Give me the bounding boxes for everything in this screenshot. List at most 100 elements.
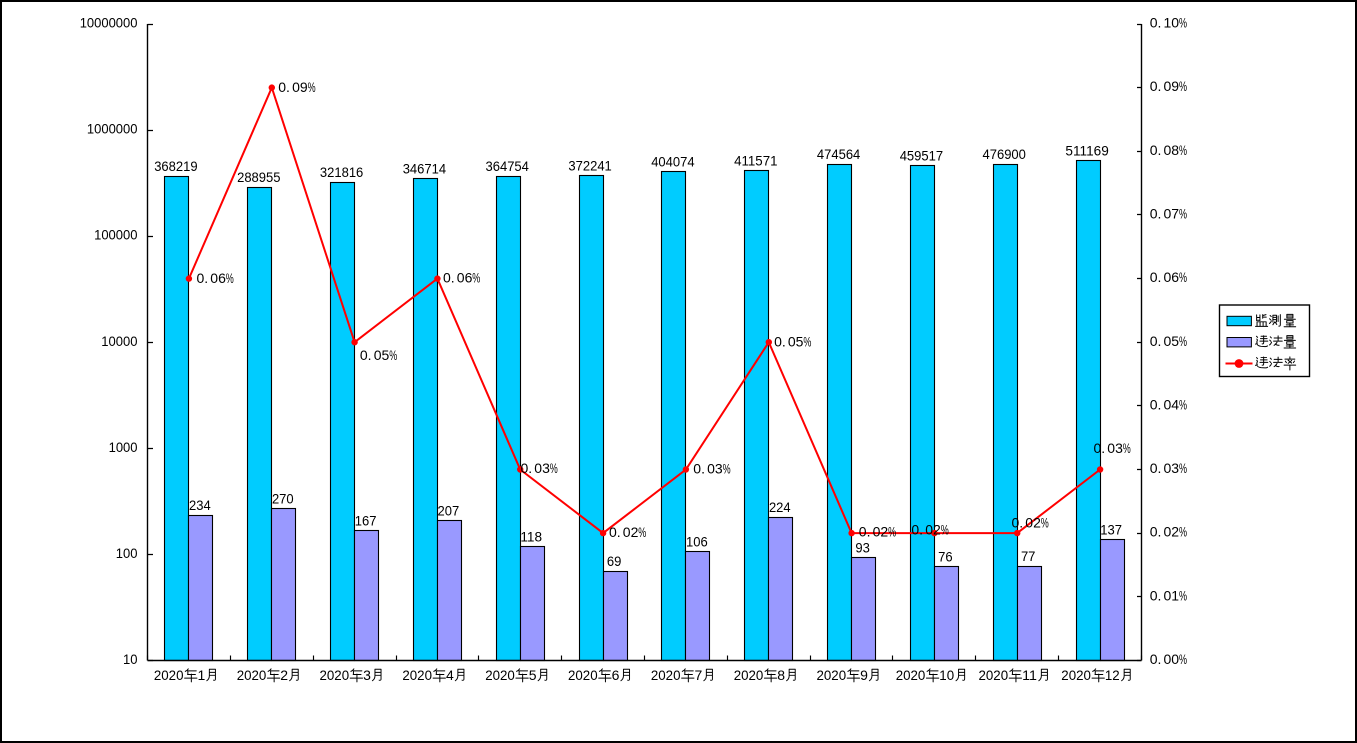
svg-text:2020: 2020 <box>817 667 847 683</box>
svg-text:167: 167 <box>355 512 377 528</box>
svg-text:%: % <box>1179 460 1187 476</box>
svg-text:372241: 372241 <box>568 157 612 173</box>
svg-text:%: % <box>1179 333 1187 349</box>
svg-text:%: % <box>1179 396 1187 412</box>
svg-text:%: % <box>308 79 316 95</box>
svg-text:0.: 0. <box>859 524 871 540</box>
svg-text:2020: 2020 <box>896 667 926 683</box>
svg-text:03: 03 <box>1107 440 1123 456</box>
svg-text:03: 03 <box>1164 460 1180 476</box>
svg-text:0.: 0. <box>1150 15 1162 31</box>
svg-text:08: 08 <box>1164 142 1180 158</box>
svg-text:%: % <box>472 269 480 285</box>
svg-text:03: 03 <box>534 460 550 476</box>
svg-text:2020: 2020 <box>237 667 267 683</box>
svg-text:05: 05 <box>374 347 390 363</box>
svg-text:0.: 0. <box>1150 78 1162 94</box>
svg-text:%: % <box>389 347 397 363</box>
svg-text:09: 09 <box>1164 78 1180 94</box>
svg-text:10: 10 <box>1164 15 1180 31</box>
svg-text:0.: 0. <box>1150 396 1162 412</box>
svg-text:0.: 0. <box>1094 440 1106 456</box>
svg-text:2020: 2020 <box>979 667 1009 683</box>
svg-text:288955: 288955 <box>237 169 281 185</box>
svg-text:06: 06 <box>457 269 473 285</box>
svg-text:%: % <box>1123 440 1131 456</box>
svg-text:%: % <box>1179 142 1187 158</box>
svg-text:1000000: 1000000 <box>87 121 138 137</box>
svg-text:404074: 404074 <box>651 154 695 170</box>
svg-text:476900: 476900 <box>983 146 1027 162</box>
svg-text:106: 106 <box>686 533 708 549</box>
svg-text:234: 234 <box>189 497 211 513</box>
svg-text:05: 05 <box>788 333 804 349</box>
svg-text:1: 1 <box>198 667 206 683</box>
svg-text:2: 2 <box>280 667 288 683</box>
svg-text:01: 01 <box>1164 587 1180 603</box>
svg-text:0.: 0. <box>443 269 455 285</box>
svg-text:5: 5 <box>529 667 537 683</box>
svg-text:93: 93 <box>855 539 870 555</box>
svg-text:%: % <box>803 333 811 349</box>
svg-text:10000000: 10000000 <box>80 15 138 31</box>
svg-text:6: 6 <box>612 667 620 683</box>
svg-text:364754: 364754 <box>486 158 530 174</box>
svg-text:%: % <box>1179 206 1187 222</box>
svg-text:%: % <box>1041 514 1049 530</box>
svg-text:207: 207 <box>438 503 460 519</box>
svg-text:368219: 368219 <box>154 158 198 174</box>
svg-text:100000: 100000 <box>94 227 138 243</box>
svg-text:10000: 10000 <box>101 333 137 349</box>
svg-text:0.: 0. <box>1150 206 1162 222</box>
svg-text:2020: 2020 <box>320 667 350 683</box>
svg-text:2020: 2020 <box>1061 667 1091 683</box>
svg-text:10: 10 <box>939 667 954 683</box>
svg-text:02: 02 <box>1164 524 1180 540</box>
svg-text:100: 100 <box>116 545 138 561</box>
svg-text:0.: 0. <box>1150 587 1162 603</box>
svg-text:0.: 0. <box>1150 333 1162 349</box>
svg-text:77: 77 <box>1021 548 1036 564</box>
svg-text:12: 12 <box>1105 667 1120 683</box>
svg-text:224: 224 <box>769 499 791 515</box>
svg-text:%: % <box>1179 587 1187 603</box>
svg-text:%: % <box>550 460 558 476</box>
svg-text:10: 10 <box>123 651 138 667</box>
svg-text:%: % <box>1179 78 1187 94</box>
svg-text:0.: 0. <box>774 333 786 349</box>
svg-text:511169: 511169 <box>1065 143 1109 159</box>
svg-text:321816: 321816 <box>320 164 364 180</box>
svg-text:09: 09 <box>292 79 308 95</box>
svg-text:0.: 0. <box>1150 460 1162 476</box>
svg-text:2020: 2020 <box>402 667 432 683</box>
svg-text:11: 11 <box>1022 667 1037 683</box>
svg-text:0.: 0. <box>1150 524 1162 540</box>
svg-text:07: 07 <box>1164 206 1180 222</box>
svg-text:459517: 459517 <box>900 148 944 164</box>
svg-text:69: 69 <box>607 553 622 569</box>
svg-text:474564: 474564 <box>817 146 861 162</box>
svg-text:0.: 0. <box>278 79 290 95</box>
svg-text:9: 9 <box>860 667 868 683</box>
svg-text:118: 118 <box>520 528 542 544</box>
svg-text:0.: 0. <box>911 521 923 537</box>
svg-text:137: 137 <box>1100 522 1122 538</box>
svg-text:2020: 2020 <box>568 667 598 683</box>
svg-text:03: 03 <box>707 461 723 477</box>
svg-text:0.: 0. <box>521 460 533 476</box>
svg-text:0.: 0. <box>197 270 209 286</box>
svg-text:%: % <box>1179 524 1187 540</box>
svg-text:2020: 2020 <box>485 667 515 683</box>
svg-text:0.: 0. <box>1012 514 1024 530</box>
svg-text:02: 02 <box>925 521 941 537</box>
svg-text:%: % <box>941 521 949 537</box>
svg-text:0.: 0. <box>693 461 705 477</box>
svg-text:0.: 0. <box>1150 142 1162 158</box>
svg-text:346714: 346714 <box>403 161 447 177</box>
svg-text:4: 4 <box>446 667 454 683</box>
svg-text:0.: 0. <box>360 347 372 363</box>
svg-text:%: % <box>226 270 234 286</box>
svg-text:%: % <box>723 461 731 477</box>
svg-text:2020: 2020 <box>154 667 184 683</box>
svg-text:%: % <box>888 524 896 540</box>
